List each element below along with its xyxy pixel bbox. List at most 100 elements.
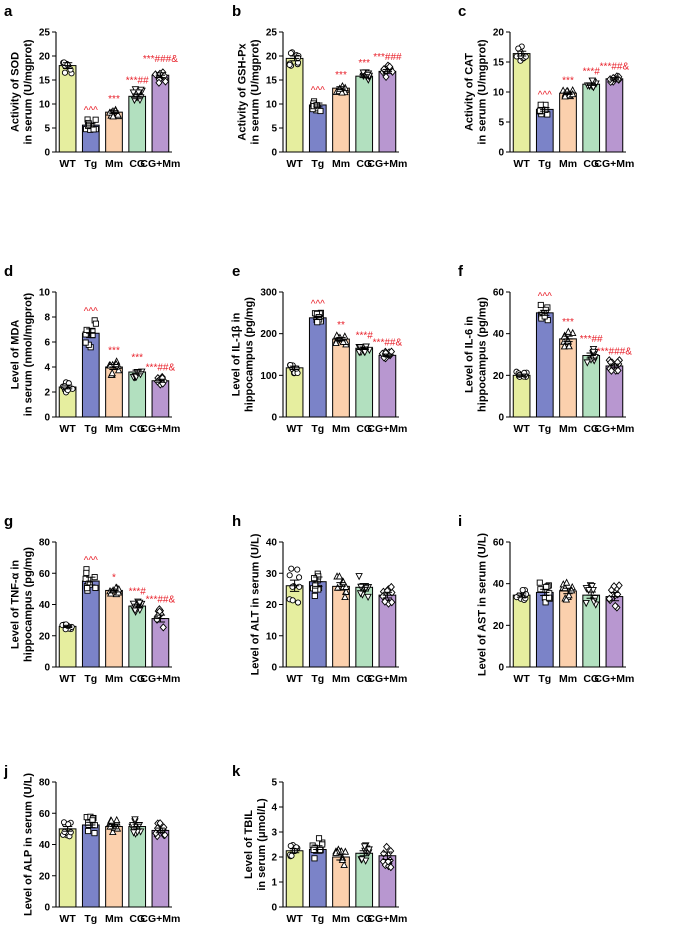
significance-label: ***##	[580, 334, 603, 345]
data-point-square	[319, 841, 326, 848]
data-point-square	[92, 320, 99, 327]
significance-label: ***	[562, 317, 574, 328]
y-tick-label: 5	[44, 124, 50, 135]
y-tick-label: 80	[39, 538, 51, 549]
data-point-triangle	[335, 572, 344, 580]
data-point-inverted-triangle	[135, 599, 144, 607]
data-point-square	[91, 830, 98, 837]
y-tick-label: 0	[271, 663, 277, 674]
data-point-diamond	[387, 863, 395, 872]
significance-label: ***##	[126, 75, 149, 86]
bar-wt	[285, 850, 304, 908]
significance-label: *	[112, 572, 116, 583]
data-point-triangle	[112, 815, 121, 824]
x-tick-label: WT	[513, 673, 530, 685]
y-tick-label: 40	[39, 600, 51, 611]
data-point-triangle	[340, 860, 348, 869]
data-point-triangle	[114, 110, 122, 118]
data-point-inverted-triangle	[129, 89, 138, 97]
data-point-square	[536, 579, 543, 586]
significance-label: ^^^	[311, 85, 325, 96]
x-tick-label: Mm	[105, 673, 123, 685]
bar-cg	[355, 75, 374, 153]
data-point-inverted-triangle	[588, 77, 597, 85]
data-point-diamond	[610, 582, 618, 591]
significance-label: ^^^	[311, 299, 325, 310]
bar-wt	[512, 53, 531, 153]
bar-wt	[512, 594, 531, 668]
bar-cg	[582, 355, 601, 418]
data-point-inverted-triangle	[131, 816, 139, 824]
data-point-diamond	[383, 842, 391, 851]
y-tick-label: 0	[44, 413, 50, 424]
data-point-inverted-triangle	[589, 586, 597, 595]
significance-label: ^^^	[84, 306, 98, 317]
data-point-square	[92, 116, 99, 123]
data-point-square	[89, 817, 96, 824]
data-point-square	[84, 585, 91, 592]
x-tick-label: WT	[286, 423, 303, 435]
bar-mm	[332, 87, 350, 153]
y-axis-label: in serum (μmol/L)	[256, 798, 268, 891]
y-tick-label: 2	[271, 853, 277, 864]
bar-tg	[81, 580, 100, 668]
x-tick-label: Mm	[105, 423, 123, 435]
panel-letter: j	[3, 763, 8, 780]
data-point-diamond	[156, 819, 164, 828]
panel-letter: h	[232, 513, 241, 530]
y-tick-label: 60	[493, 538, 505, 549]
y-tick-label: 10	[266, 100, 278, 111]
y-axis-label: Level of IL-1β in	[230, 312, 242, 396]
data-point-diamond	[155, 78, 163, 87]
y-tick-label: 0	[271, 413, 277, 424]
y-axis-label: in serum (U/mgprot)	[477, 39, 489, 144]
data-point-inverted-triangle	[588, 583, 596, 591]
bar-cg	[128, 826, 147, 908]
chart-panel-f: f WT ^^^ Tg *** Mm ***## CG ***###& CG+Mm 0 20 40 60 L…	[458, 263, 634, 435]
significance-label: ^^^	[538, 90, 552, 101]
data-point-circle	[287, 842, 294, 849]
x-tick-label: Tg	[538, 673, 551, 685]
bar-mm	[105, 826, 123, 908]
x-tick-label: Tg	[84, 158, 97, 170]
data-point-square	[92, 584, 99, 591]
x-tick-label: CG	[129, 913, 145, 925]
panel-letter: k	[232, 763, 241, 780]
data-point-circle	[288, 565, 295, 572]
significance-label: ***#	[356, 331, 374, 342]
bar-cg-mm	[378, 70, 397, 153]
bar-wt	[58, 65, 77, 153]
x-tick-label: WT	[59, 158, 76, 170]
data-point-square	[312, 582, 319, 589]
data-point-circle	[523, 591, 530, 598]
data-point-square	[544, 317, 551, 324]
data-point-circle	[289, 597, 296, 604]
x-tick-label: CG+Mm	[367, 158, 407, 170]
panel-letter: g	[4, 513, 13, 530]
y-tick-label: 20	[266, 600, 278, 611]
y-tick-label: 25	[266, 28, 278, 39]
data-point-triangle	[339, 337, 348, 345]
data-point-inverted-triangle	[355, 573, 363, 581]
significance-label: ^^^	[84, 556, 98, 567]
panel-letter: i	[458, 513, 462, 530]
y-tick-label: 15	[39, 76, 51, 87]
data-point-diamond	[388, 598, 396, 607]
data-point-diamond	[614, 366, 622, 375]
data-point-circle	[67, 829, 74, 836]
x-tick-label: WT	[59, 423, 76, 435]
x-tick-label: Tg	[311, 423, 324, 435]
significance-label: ***###&	[143, 54, 178, 65]
data-point-square	[536, 107, 544, 114]
data-point-circle	[288, 852, 295, 859]
bar-tg	[535, 312, 554, 418]
data-point-circle	[286, 572, 293, 579]
significance-label: ***#	[129, 587, 147, 598]
y-tick-label: 0	[44, 903, 50, 914]
y-tick-label: 3	[271, 828, 277, 839]
x-tick-label: CG+Mm	[367, 673, 407, 685]
data-point-inverted-triangle	[589, 348, 598, 357]
data-point-triangle	[333, 331, 341, 339]
data-point-diamond	[387, 582, 395, 592]
y-tick-label: 5	[271, 778, 277, 789]
